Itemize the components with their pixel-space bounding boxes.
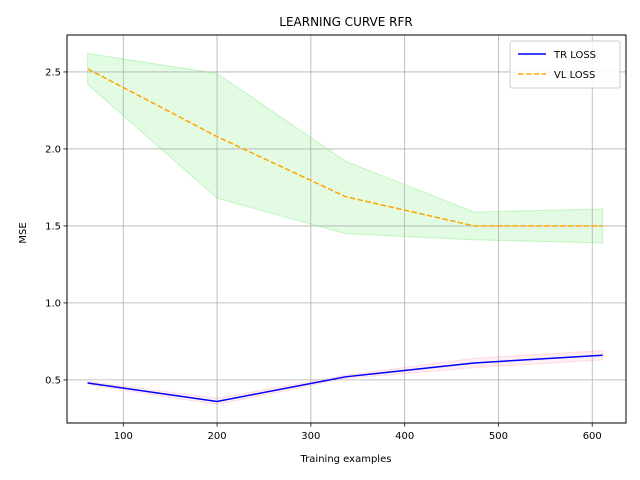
legend-box bbox=[509, 40, 621, 89]
y-tick-label-1: 0.5 bbox=[45, 375, 61, 386]
grid-lines bbox=[67, 35, 626, 423]
y-tick-label-5: 2.5 bbox=[45, 67, 61, 78]
x-tick-label-1: 100 bbox=[114, 431, 133, 442]
series-lines bbox=[87, 68, 603, 403]
chart-title: LEARNING CURVE RFR bbox=[279, 15, 412, 29]
line-series-1 bbox=[87, 354, 603, 403]
legend: TR LOSS VL LOSS bbox=[509, 40, 621, 89]
legend-label-series-1: TR LOSS bbox=[553, 50, 596, 61]
y-axis-label: MSE bbox=[18, 222, 29, 243]
confidence-bands bbox=[87, 52, 604, 406]
y-tick-label-2: 1.0 bbox=[45, 298, 61, 309]
x-axis-label: Training examples bbox=[300, 454, 392, 465]
line-series-2 bbox=[87, 68, 603, 227]
y-tick-label-3: 1.5 bbox=[45, 221, 61, 232]
x-tick-label-4: 400 bbox=[395, 431, 414, 442]
legend-label-series-2: VL LOSS bbox=[554, 70, 595, 81]
x-tick-label-2: 200 bbox=[208, 431, 227, 442]
x-axis-ticks: 100 200 300 400 500 600 bbox=[114, 423, 602, 442]
plot-frame bbox=[66, 34, 627, 424]
band-series-2 bbox=[87, 52, 604, 244]
x-tick-label-5: 500 bbox=[489, 431, 508, 442]
x-tick-label-6: 600 bbox=[583, 431, 602, 442]
x-tick-label-3: 300 bbox=[301, 431, 320, 442]
y-axis-ticks: 0.5 1.0 1.5 2.0 2.5 bbox=[45, 67, 67, 386]
y-tick-label-4: 2.0 bbox=[45, 144, 61, 155]
